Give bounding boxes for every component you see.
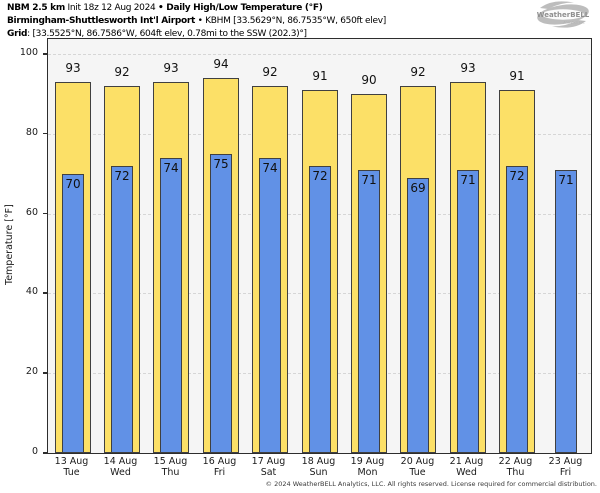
- y-tick-mark: [43, 452, 47, 454]
- low-value-label: 71: [558, 173, 574, 187]
- grid-label: Grid: [7, 29, 28, 39]
- footer-copyright: © 2024 WeatherBELL Analytics, LLC. All r…: [265, 480, 597, 488]
- header-line-1: NBM 2.5 km Init 18z 12 Aug 2024 • Daily …: [7, 2, 386, 15]
- x-tick-day: Thu: [506, 466, 525, 478]
- x-tick-day: Tue: [409, 466, 426, 478]
- init-time: Init 18z 12 Aug 2024: [64, 3, 158, 13]
- x-tick-label: 18 Aug Sun: [294, 456, 343, 478]
- high-value-label: 91: [509, 69, 525, 83]
- header-line-2: Birmingham-Shuttlesworth Int'l Airport •…: [7, 15, 386, 28]
- plot-area: 93 70 92 72 93 74 94 75 92 74 91 72 90 71 92 69 93 71 91 72…: [47, 38, 592, 454]
- low-value-label: 74: [163, 161, 179, 175]
- x-tick-label: 20 Aug Tue: [393, 456, 442, 478]
- header-line-3: Grid: [33.5525°N, 86.7586°W, 604ft elev,…: [7, 28, 386, 41]
- low-value-label: 72: [312, 169, 328, 183]
- low-bar: [358, 170, 380, 453]
- y-tick-mark: [43, 372, 47, 374]
- x-tick-date: 15 Aug: [153, 456, 188, 467]
- low-value-label: 71: [361, 173, 377, 187]
- y-tick-label: 20: [25, 366, 38, 378]
- low-bar: [111, 166, 133, 453]
- high-value-label: 90: [361, 73, 377, 87]
- y-tick-label: 80: [25, 126, 38, 138]
- y-tick-mark: [43, 212, 47, 215]
- x-tick-label: 14 Aug Wed: [96, 456, 145, 478]
- low-value-label: 74: [262, 161, 278, 175]
- logo-sub-text: Analytics LLC: [563, 21, 585, 25]
- low-bar: [210, 154, 232, 453]
- x-tick-date: 21 Aug: [449, 456, 484, 467]
- y-tick-mark: [43, 53, 47, 55]
- high-value-label: 93: [65, 61, 81, 75]
- x-tick-date: 20 Aug: [400, 456, 435, 467]
- weatherbell-logo: WeatherBELL Analytics LLC: [530, 1, 596, 35]
- grid-details: : [33.5525°N, 86.7586°W, 604ft elev, 0.7…: [27, 29, 307, 39]
- low-bar: [309, 166, 331, 453]
- gridline: [48, 54, 591, 56]
- high-value-label: 94: [213, 57, 229, 71]
- model-name: NBM 2.5 km: [7, 3, 65, 13]
- x-tick-day: Thu: [161, 466, 180, 478]
- weatherbell-swirl-icon: WeatherBELL Analytics LLC: [537, 1, 590, 28]
- low-value-label: 75: [213, 157, 229, 171]
- y-axis-title: Temperature [°F]: [4, 204, 15, 286]
- low-value-label: 72: [114, 169, 130, 183]
- x-tick-day: Tue: [63, 466, 80, 478]
- low-bar: [160, 158, 182, 453]
- x-tick-label: 23 Aug Fri: [541, 456, 590, 478]
- x-tick-day: Sat: [260, 466, 277, 478]
- x-tick-date: 13 Aug: [54, 456, 89, 467]
- x-tick-label: 22 Aug Thu: [491, 456, 540, 478]
- low-bar: [407, 178, 429, 453]
- y-tick-label: 40: [25, 286, 38, 298]
- low-value-label: 70: [65, 177, 81, 191]
- separator: •: [195, 16, 206, 26]
- x-tick-date: 17 Aug: [251, 456, 286, 467]
- x-tick-label: 15 Aug Thu: [146, 456, 195, 478]
- x-tick-date: 19 Aug: [350, 456, 385, 467]
- x-tick-day: Fri: [213, 466, 226, 478]
- high-value-label: 93: [163, 61, 179, 75]
- high-value-label: 92: [114, 65, 130, 79]
- y-tick-label: 0: [31, 446, 38, 457]
- chart-header: NBM 2.5 km Init 18z 12 Aug 2024 • Daily …: [7, 2, 386, 41]
- x-tick-date: 14 Aug: [103, 456, 138, 467]
- low-bar: [259, 158, 281, 453]
- x-tick-date: 16 Aug: [202, 456, 237, 467]
- x-tick-label: 17 Aug Sat: [244, 456, 293, 478]
- low-value-label: 69: [410, 181, 426, 195]
- low-bar: [457, 170, 479, 453]
- logo-brand-text: WeatherBELL: [537, 11, 590, 19]
- y-tick-mark: [43, 292, 47, 294]
- x-tick-label: 13 Aug Tue: [47, 456, 96, 478]
- station-details: KBHM [33.5629°N, 86.7535°W, 650ft elev]: [205, 16, 386, 26]
- station-name: Birmingham-Shuttlesworth Int'l Airport: [7, 16, 196, 26]
- high-value-label: 93: [460, 61, 476, 75]
- low-bar: [506, 166, 528, 453]
- high-value-label: 92: [410, 65, 426, 79]
- y-tick-label: 100: [19, 47, 38, 59]
- x-tick-day: Fri: [559, 466, 572, 478]
- x-tick-label: 16 Aug Fri: [195, 456, 244, 478]
- x-tick-day: Wed: [456, 466, 477, 478]
- x-tick-date: 18 Aug: [301, 456, 336, 467]
- x-tick-label: 21 Aug Wed: [442, 456, 491, 478]
- low-bar: [62, 174, 84, 453]
- low-bar: [555, 170, 577, 453]
- x-tick-day: Wed: [110, 466, 131, 478]
- x-tick-date: 23 Aug: [548, 456, 583, 467]
- x-tick-date: 22 Aug: [498, 456, 533, 467]
- y-tick-mark: [43, 132, 47, 135]
- high-value-label: 91: [312, 69, 328, 83]
- y-tick-label: 60: [25, 206, 38, 218]
- high-value-label: 92: [262, 65, 278, 79]
- x-tick-day: Sun: [309, 466, 328, 478]
- low-value-label: 71: [460, 173, 476, 187]
- low-value-label: 72: [509, 169, 525, 183]
- x-tick-label: 19 Aug Mon: [343, 456, 392, 478]
- page-title: • Daily High/Low Temperature (°F): [157, 3, 323, 13]
- x-tick-day: Mon: [357, 466, 378, 478]
